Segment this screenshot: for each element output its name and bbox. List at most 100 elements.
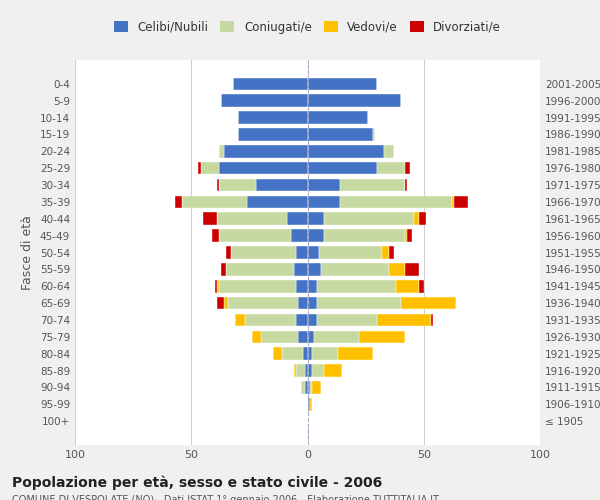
Bar <box>247 196 308 208</box>
Bar <box>308 145 384 158</box>
Bar <box>359 330 405 343</box>
Bar <box>175 196 182 208</box>
Bar <box>308 94 401 107</box>
Bar <box>224 297 229 310</box>
Bar <box>308 263 322 276</box>
Bar <box>219 162 308 174</box>
Bar <box>377 162 405 174</box>
Bar <box>407 230 412 242</box>
Bar <box>226 263 293 276</box>
Bar <box>308 348 312 360</box>
Bar <box>235 314 245 326</box>
Bar <box>405 230 407 242</box>
Bar <box>217 280 219 292</box>
Bar <box>256 178 308 192</box>
Bar <box>324 364 343 377</box>
Bar <box>296 314 308 326</box>
Bar <box>226 246 231 259</box>
Bar <box>340 178 405 192</box>
Bar <box>287 212 308 225</box>
Bar <box>405 178 407 192</box>
Bar <box>308 297 317 310</box>
Bar <box>245 314 296 326</box>
Bar <box>219 145 224 158</box>
Bar <box>317 314 377 326</box>
Bar <box>182 196 247 208</box>
Bar <box>308 230 324 242</box>
Bar <box>308 364 312 377</box>
Bar <box>308 280 317 292</box>
Bar <box>219 280 296 292</box>
Bar <box>324 230 405 242</box>
Bar <box>298 297 308 310</box>
Bar <box>305 381 308 394</box>
Bar <box>217 178 219 192</box>
Bar <box>324 212 415 225</box>
Bar <box>305 364 308 377</box>
Bar <box>373 128 375 141</box>
Bar <box>308 398 310 410</box>
Bar <box>452 196 454 208</box>
Bar <box>291 230 308 242</box>
Bar <box>203 212 217 225</box>
Bar <box>308 314 317 326</box>
Bar <box>261 330 298 343</box>
Bar <box>308 246 319 259</box>
Bar <box>310 398 312 410</box>
Bar <box>382 246 389 259</box>
Bar <box>217 212 287 225</box>
Bar <box>454 196 468 208</box>
Bar <box>377 314 431 326</box>
Bar <box>396 280 419 292</box>
Bar <box>308 128 373 141</box>
Bar <box>317 297 401 310</box>
Bar <box>405 162 410 174</box>
Bar <box>314 330 359 343</box>
Bar <box>296 364 305 377</box>
Bar <box>233 78 308 90</box>
Bar <box>303 348 308 360</box>
Bar <box>215 280 217 292</box>
Bar <box>298 330 308 343</box>
Bar <box>301 381 305 394</box>
Bar <box>308 381 310 394</box>
Bar <box>219 230 291 242</box>
Bar <box>415 212 419 225</box>
Bar <box>212 230 219 242</box>
Bar <box>293 364 296 377</box>
Bar <box>322 263 389 276</box>
Bar <box>217 297 224 310</box>
Bar <box>384 145 394 158</box>
Bar <box>221 94 308 107</box>
Bar <box>296 280 308 292</box>
Bar <box>221 263 226 276</box>
Y-axis label: Fasce di età: Fasce di età <box>22 215 34 290</box>
Bar <box>272 348 282 360</box>
Bar <box>200 162 219 174</box>
Bar <box>389 246 394 259</box>
Legend: Celibi/Nubili, Coniugati/e, Vedovi/e, Divorziati/e: Celibi/Nubili, Coniugati/e, Vedovi/e, Di… <box>109 16 506 38</box>
Bar <box>252 330 261 343</box>
Bar <box>310 381 312 394</box>
Bar <box>224 145 308 158</box>
Bar <box>293 263 308 276</box>
Bar <box>405 263 419 276</box>
Text: COMUNE DI VESPOLATE (NO) - Dati ISTAT 1° gennaio 2006 - Elaborazione TUTTITALIA.: COMUNE DI VESPOLATE (NO) - Dati ISTAT 1°… <box>12 495 439 500</box>
Bar <box>308 78 377 90</box>
Bar <box>312 381 322 394</box>
Bar <box>296 246 308 259</box>
Bar <box>308 196 340 208</box>
Text: Popolazione per età, sesso e stato civile - 2006: Popolazione per età, sesso e stato civil… <box>12 476 382 490</box>
Bar <box>431 314 433 326</box>
Bar <box>340 196 452 208</box>
Bar <box>312 348 338 360</box>
Bar <box>312 364 324 377</box>
Bar <box>419 280 424 292</box>
Bar <box>238 128 308 141</box>
Bar <box>238 111 308 124</box>
Bar <box>419 212 426 225</box>
Bar <box>231 246 296 259</box>
Bar <box>219 178 256 192</box>
Bar <box>308 212 324 225</box>
Bar <box>308 162 377 174</box>
